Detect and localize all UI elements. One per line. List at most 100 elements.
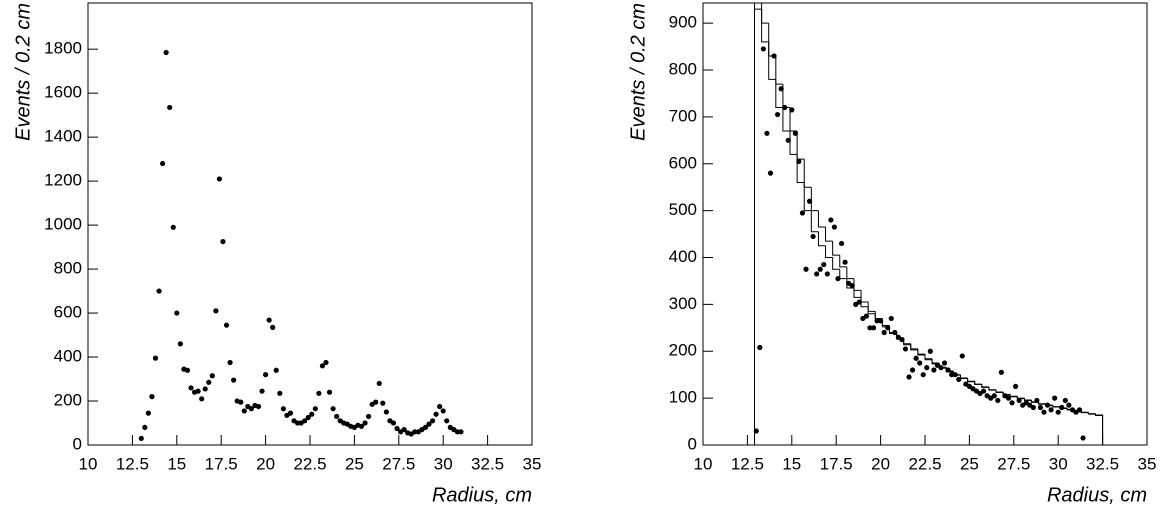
data-point [1016,397,1022,404]
x-tick-label: 25 [345,454,364,473]
x-tick-label: 27.5 [997,454,1030,473]
data-point [433,411,439,417]
data-point [280,406,286,412]
histogram-step [1052,405,1060,408]
histogram-step [924,355,933,361]
x-tick-label: 15 [167,454,186,473]
histogram-step [988,387,997,391]
histogram-step [981,384,989,388]
histogram-step [967,378,975,383]
data-point [913,355,919,361]
data-point [440,408,446,414]
histogram-step [782,84,791,109]
y-axis-title: Events / 0.2 cm [627,3,649,141]
histogram-step [1095,414,1104,445]
y-tick-label: 600 [669,153,697,172]
plot-frame [702,2,1148,446]
data-point [771,53,777,59]
y-tick-label: 900 [669,13,697,32]
data-point [1041,409,1047,415]
data-point [174,310,180,316]
data-point [376,380,382,387]
data-point [981,388,987,394]
data-point [799,210,806,216]
histogram-step [817,231,826,247]
data-point [422,424,429,431]
data-point [156,288,162,294]
data-point [263,372,269,378]
histogram-step [825,245,833,259]
data-point [1052,395,1058,401]
data-point [323,359,329,366]
data-point [231,377,237,383]
data-point [831,224,838,230]
histogram-step [839,269,847,280]
data-point [838,240,845,247]
data-point [142,424,148,431]
x-tick-label: 30 [434,454,453,473]
data-point [892,329,898,336]
histogram-step [1052,405,1060,408]
data-point [277,390,283,396]
data-point [366,413,372,420]
y-tick-label: 1400 [44,127,82,146]
histogram-step [768,23,776,57]
histogram-step [768,41,776,80]
x-tick-label: 15 [782,454,801,473]
histogram-step [988,386,997,391]
data-point [803,266,809,272]
data-point [941,360,948,366]
histogram-step [853,287,862,298]
data-point [184,367,191,373]
histogram-step [974,381,982,385]
data-point [302,418,308,424]
histogram-step [1009,394,1018,397]
data-point [401,427,407,433]
x-tick-label: 32.5 [1086,454,1119,473]
data-point [1076,407,1083,413]
y-tick-label: 400 [54,347,82,366]
data-point [145,410,151,416]
data-point [202,386,208,392]
data-point [782,104,788,111]
histogram-step [881,318,890,326]
data-point [1030,404,1036,411]
data-point [270,324,276,330]
data-point [817,266,823,272]
data-point [888,315,894,322]
data-point [444,418,450,424]
data-point [259,388,265,394]
data-point [241,408,247,414]
x-tick-label: 12.5 [116,454,149,473]
data-point [238,399,244,405]
data-point [995,397,1001,404]
data-point [789,107,795,113]
x-tick-label: 35 [1138,454,1157,473]
x-axis-title: Radius, cm [1047,484,1147,506]
histogram-step [1038,401,1046,405]
data-point [760,46,766,52]
histogram-step [995,389,1004,393]
data-point [1005,395,1012,401]
histogram-step [846,266,854,280]
histogram-step [960,375,968,379]
histogram-step [867,306,876,315]
data-point [167,104,173,111]
data-point [152,355,159,361]
data-point [902,346,909,352]
data-point [920,372,926,378]
y-tick-label: 1000 [44,215,82,234]
data-point [956,376,962,382]
histogram-step [931,358,940,364]
y-tick-label: 400 [669,247,697,266]
plot-area [753,3,1104,445]
data-point [1037,404,1044,411]
data-point [426,421,432,427]
data-point [881,329,887,336]
data-point [330,406,336,412]
data-point [874,318,880,324]
data-point [952,372,958,378]
data-point [835,276,841,282]
histogram-step [817,210,826,228]
data-point [412,429,418,435]
